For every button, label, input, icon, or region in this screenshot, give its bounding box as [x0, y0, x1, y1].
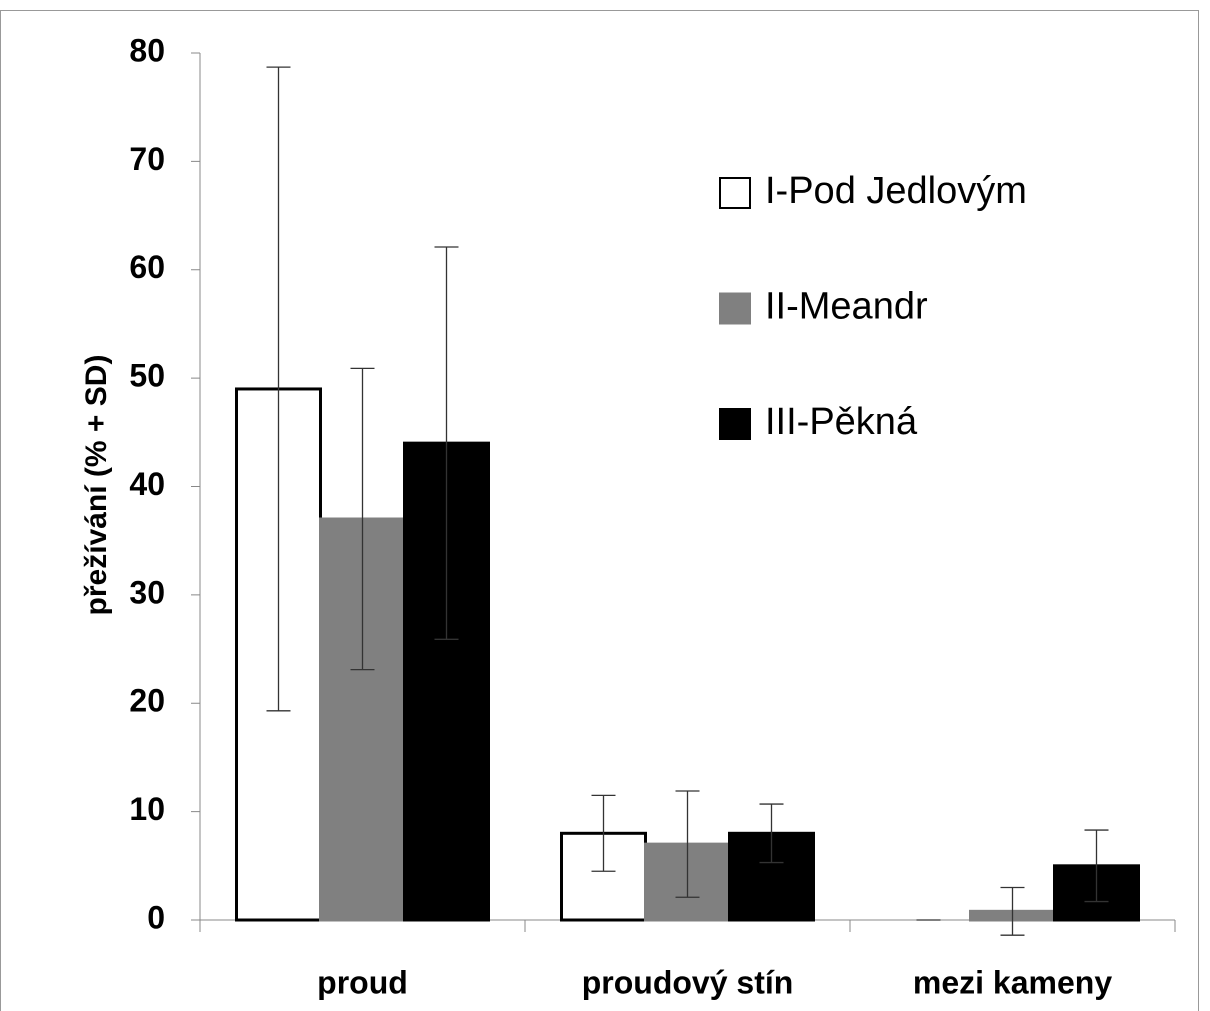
bar [403, 441, 490, 922]
x-tick-label: proud [317, 964, 408, 1000]
error-bar [759, 803, 784, 864]
x-tick-label: proudový stín [582, 964, 794, 1000]
legend-label: III-Pěkná [765, 401, 918, 443]
legend-swatch [719, 292, 751, 325]
y-tick-label: 80 [129, 32, 165, 68]
legend-swatch [719, 177, 751, 209]
y-axis-label: přežívání (% + SD) [80, 355, 113, 616]
frame [0, 10, 1199, 1011]
error-bar [591, 794, 616, 872]
y-tick-label: 10 [129, 791, 165, 827]
y-tick-label: 60 [129, 249, 165, 285]
error-bar [350, 367, 375, 671]
error-bar [434, 246, 459, 640]
y-tick-label: 30 [129, 574, 165, 610]
error-bar [1084, 829, 1109, 903]
x-tick-label: mezi kameny [913, 964, 1112, 1000]
y-tick-label: 50 [129, 358, 165, 394]
legend-swatch [719, 408, 751, 440]
legend-label: I-Pod Jedlovým [765, 170, 1027, 212]
y-tick-label: 20 [129, 683, 165, 719]
error-bar [1000, 886, 1025, 936]
y-tick-label: 0 [147, 899, 165, 935]
error-bar [266, 66, 291, 712]
legend-label: II-Meandr [765, 286, 928, 328]
y-tick-label: 40 [129, 466, 165, 502]
error-bar [675, 790, 700, 898]
y-tick-label: 70 [129, 141, 165, 177]
